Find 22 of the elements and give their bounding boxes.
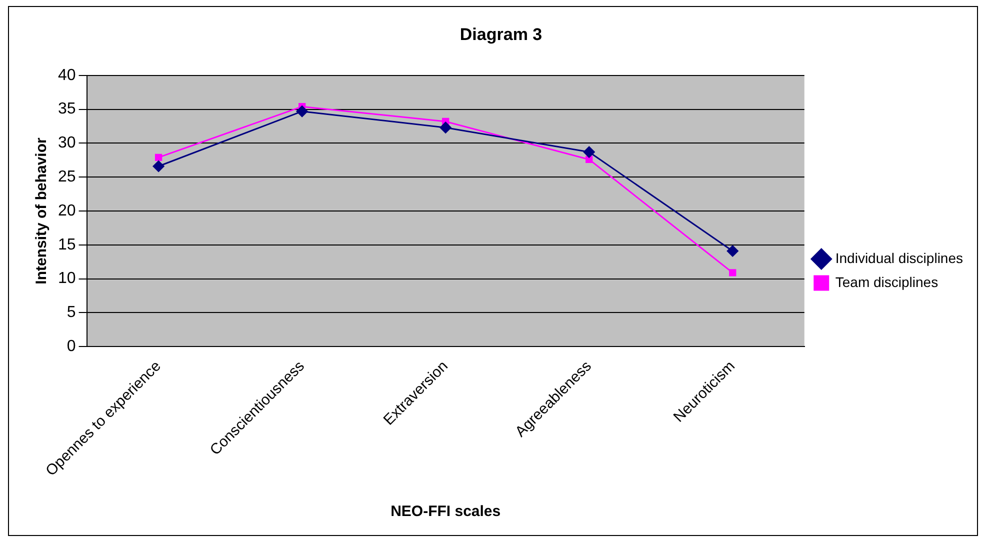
- y-tick-label: 25: [58, 168, 76, 186]
- chart-title: Diagram 3: [460, 24, 542, 44]
- legend-label: Individual disciplines: [835, 250, 964, 266]
- point: [583, 146, 595, 158]
- y-tick-label: 30: [58, 134, 76, 152]
- y-tick-label: 5: [66, 304, 76, 322]
- y-axis-title: Intensity of behavior: [33, 138, 50, 284]
- y-tick-label: 20: [58, 202, 76, 220]
- y-tick-label: 40: [58, 66, 76, 84]
- point: [586, 156, 593, 164]
- y-tick-label: 0: [66, 338, 76, 356]
- point: [296, 106, 308, 118]
- point: [152, 160, 164, 172]
- x-axis-title: NEO-FFI scales: [390, 503, 501, 520]
- point: [729, 269, 736, 276]
- point: [154, 154, 162, 162]
- point: [440, 122, 452, 134]
- point: [726, 245, 738, 257]
- y-tick-label: 15: [58, 236, 76, 254]
- y-tick-label: 35: [58, 100, 76, 118]
- y-tick-label: 10: [58, 270, 76, 288]
- legend-label: Team disciplines: [835, 274, 938, 290]
